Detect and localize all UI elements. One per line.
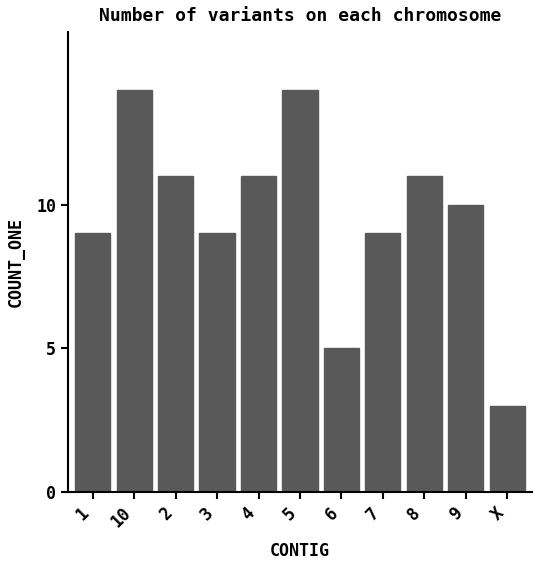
Bar [158,176,194,492]
X-axis label: CONTIG: CONTIG [270,542,330,560]
Bar [282,90,317,492]
Title: Number of variants on each chromosome: Number of variants on each chromosome [99,7,501,25]
Bar [407,176,442,492]
Bar [241,176,276,492]
Bar [324,349,359,492]
Y-axis label: COUNT_ONE: COUNT_ONE [7,217,25,307]
Bar [448,205,483,492]
Bar [75,234,110,492]
Bar [199,234,234,492]
Bar [365,234,400,492]
Bar [116,90,152,492]
Bar [489,406,525,492]
